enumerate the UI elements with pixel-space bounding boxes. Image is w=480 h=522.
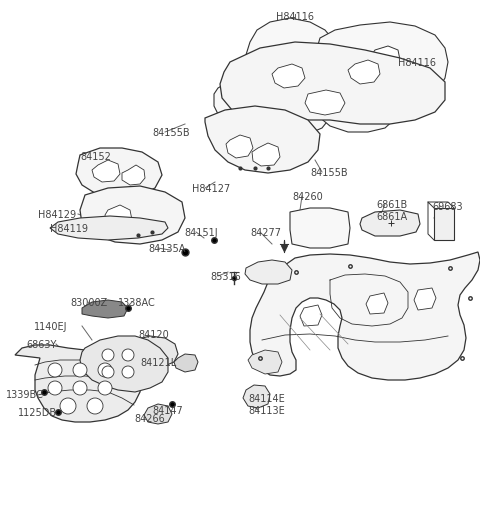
Text: 85316: 85316 [210,272,241,282]
Polygon shape [80,186,185,244]
Circle shape [73,363,87,377]
Text: 84155B: 84155B [310,168,348,178]
Text: H84129: H84129 [38,210,76,220]
Circle shape [98,381,112,395]
Text: 1140EJ: 1140EJ [34,322,68,332]
Text: 84277: 84277 [250,228,281,238]
Text: 6861B: 6861B [376,200,407,210]
Polygon shape [174,354,198,372]
Text: 84152: 84152 [80,152,111,162]
Polygon shape [50,216,168,240]
Polygon shape [360,210,420,236]
Text: 84121L: 84121L [140,358,176,368]
Polygon shape [386,78,402,88]
Text: 84266: 84266 [134,414,165,424]
Text: H84127: H84127 [192,184,230,194]
Polygon shape [272,64,305,88]
Text: H84119: H84119 [50,224,88,234]
Text: 84135A: 84135A [148,244,185,254]
Polygon shape [348,60,380,84]
Text: 6863Y: 6863Y [26,340,56,350]
Polygon shape [205,106,320,173]
Polygon shape [248,350,282,374]
Polygon shape [245,18,345,90]
Polygon shape [110,358,138,383]
Polygon shape [300,305,322,326]
Circle shape [102,366,114,378]
Polygon shape [122,165,145,185]
Circle shape [48,363,62,377]
Circle shape [60,398,76,414]
Polygon shape [366,293,388,314]
Polygon shape [245,260,292,284]
Polygon shape [80,336,168,392]
Circle shape [102,349,114,361]
Text: 84113E: 84113E [248,406,285,416]
Polygon shape [92,160,120,182]
Text: 1339BC: 1339BC [6,390,44,400]
Polygon shape [256,82,332,136]
Polygon shape [15,345,142,422]
Polygon shape [252,143,280,166]
Text: 1338AC: 1338AC [118,298,156,308]
Polygon shape [414,288,436,310]
Text: 84151J: 84151J [184,228,217,238]
Polygon shape [250,252,480,380]
Text: 84260: 84260 [292,192,323,202]
Polygon shape [308,76,400,132]
Polygon shape [226,135,253,158]
Text: 69683: 69683 [432,202,463,212]
Polygon shape [305,90,345,115]
Text: H84116: H84116 [398,58,436,68]
Polygon shape [278,46,305,64]
Text: 6861A: 6861A [376,212,407,222]
Circle shape [98,363,112,377]
Polygon shape [220,42,445,124]
Polygon shape [290,208,350,248]
Text: 83000Z: 83000Z [70,298,107,308]
Polygon shape [315,22,448,103]
Text: 1125DB: 1125DB [18,408,57,418]
Polygon shape [82,300,128,318]
Polygon shape [133,336,178,367]
Polygon shape [434,208,454,240]
Polygon shape [275,72,285,82]
Circle shape [122,349,134,361]
Text: 84155B: 84155B [152,128,190,138]
Polygon shape [243,385,270,408]
Polygon shape [214,74,298,130]
Polygon shape [105,205,132,229]
Circle shape [73,381,87,395]
Circle shape [48,381,62,395]
Polygon shape [144,404,172,424]
Circle shape [87,398,103,414]
Text: 84114E: 84114E [248,394,285,404]
Text: 84147: 84147 [152,406,183,416]
Text: H84116: H84116 [276,12,314,22]
Text: 84120: 84120 [138,330,169,340]
Polygon shape [76,148,162,198]
Polygon shape [370,46,400,70]
Circle shape [122,366,134,378]
